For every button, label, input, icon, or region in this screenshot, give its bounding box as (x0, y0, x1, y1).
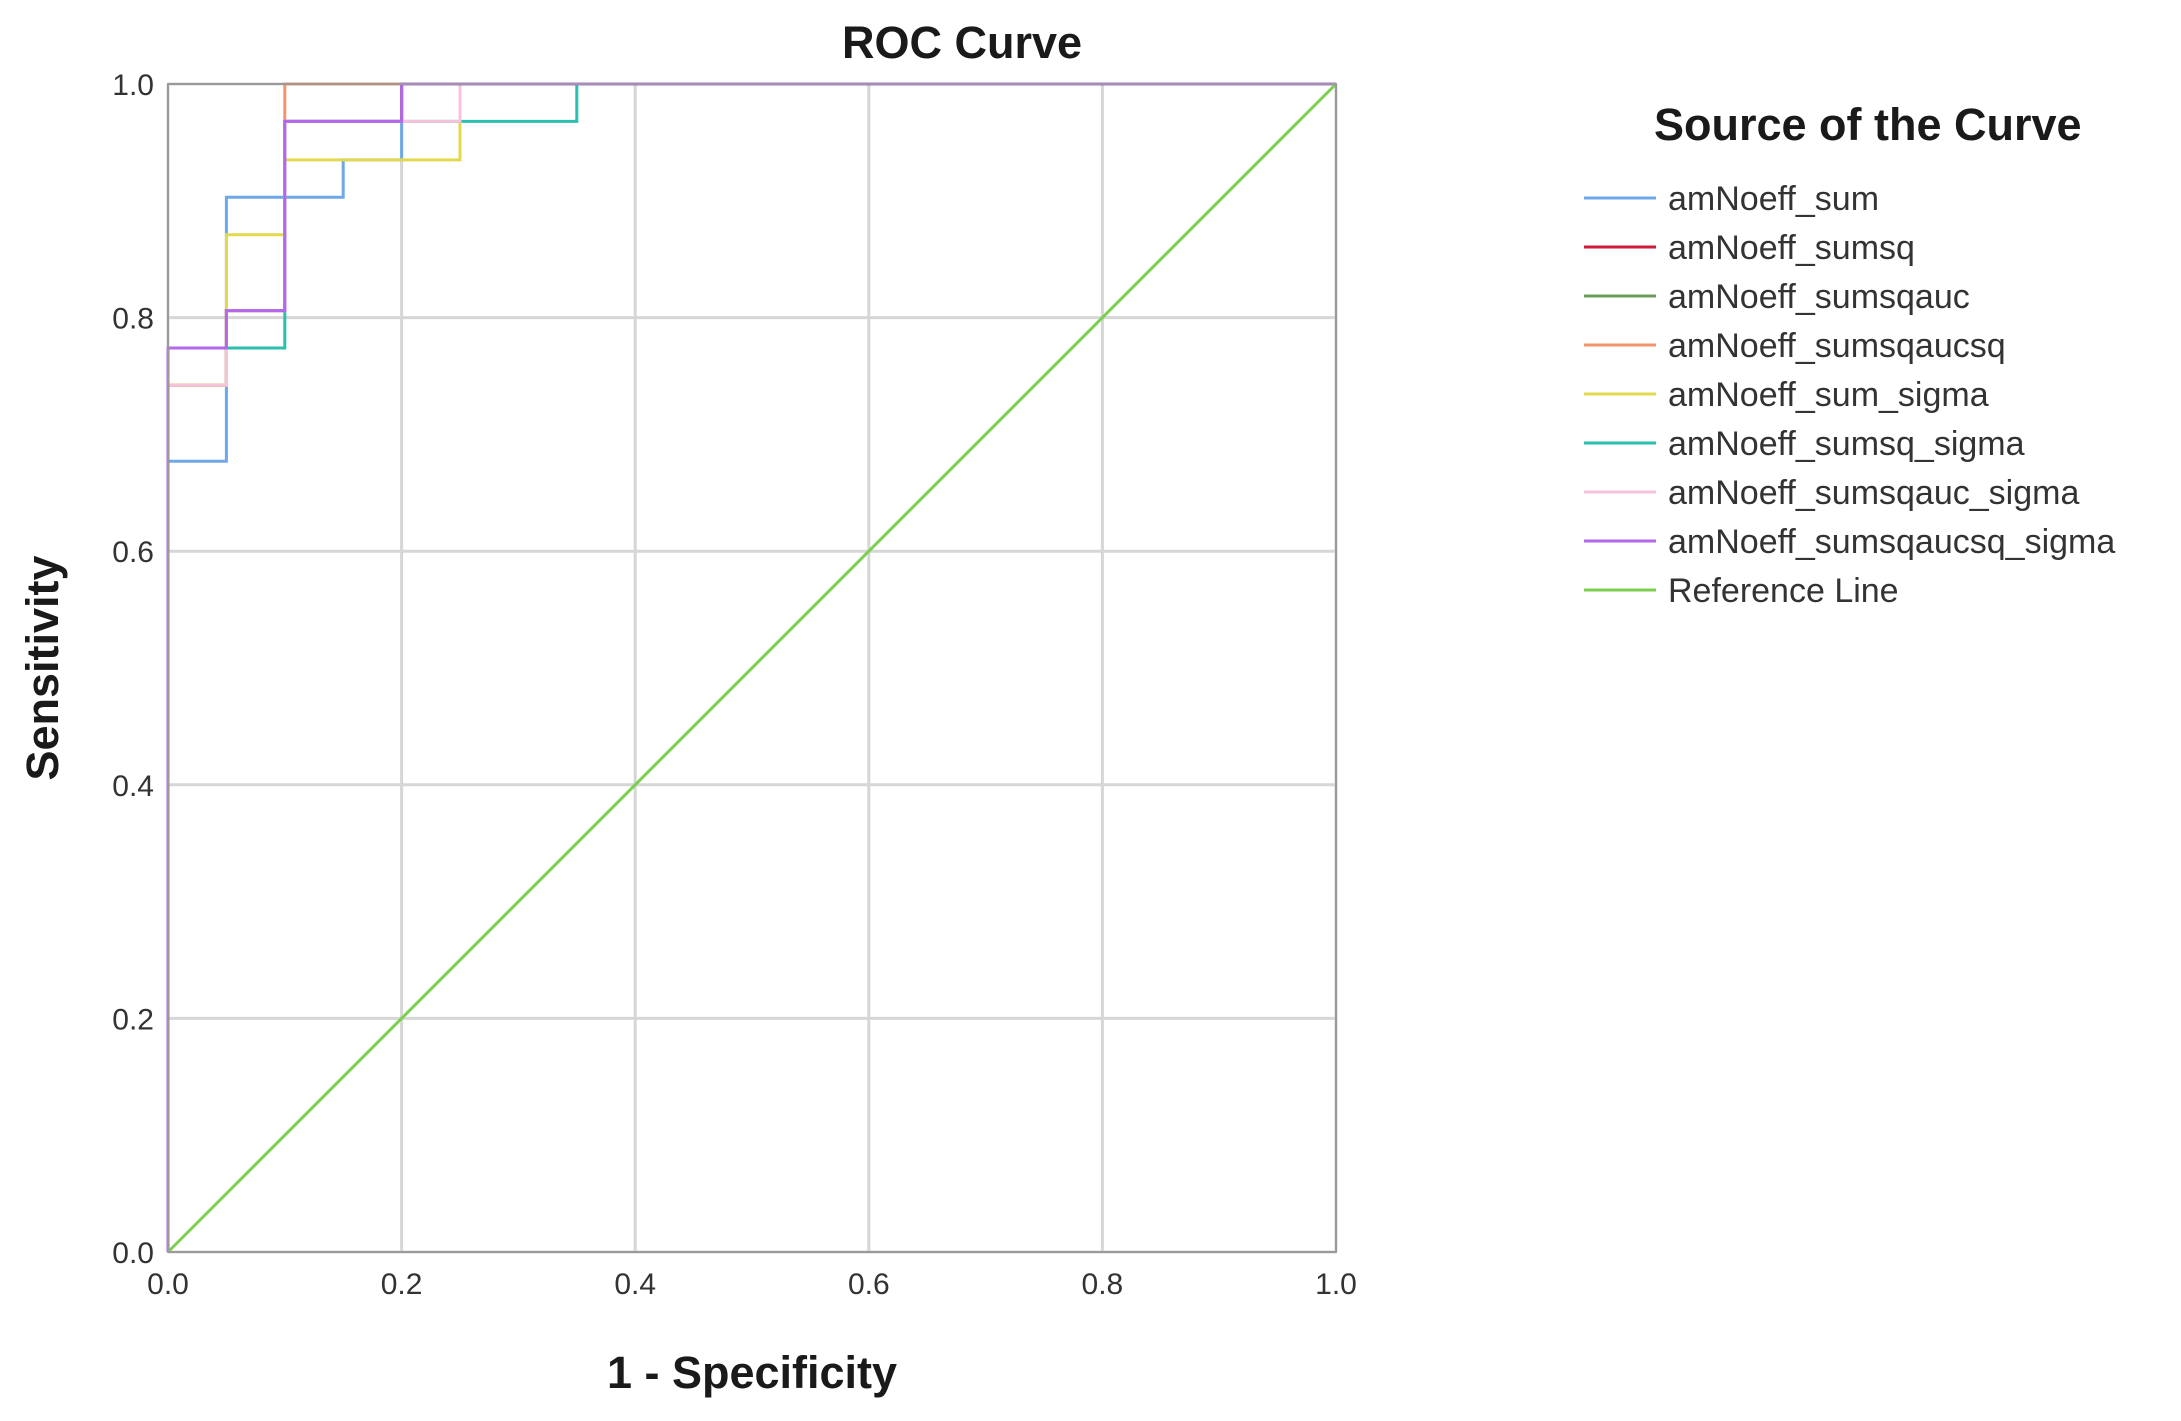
y-axis-title: Sensitivity (17, 555, 68, 780)
series-line-reference-line (166, 82, 1338, 1254)
series-line-amnoeff-sumsqaucsq-sigma (166, 82, 1336, 1252)
legend-label: amNoeff_sumsq (1668, 229, 1915, 267)
legend-label: amNoeff_sumsqauc_sigma (1668, 474, 2079, 512)
y-tick-label: 0.0 (112, 1237, 154, 1270)
legend-item: amNoeff_sumsqaucsq_sigma (1584, 523, 2115, 561)
legend-item: amNoeff_sumsqaucsq (1584, 327, 2006, 365)
x-tick-label: 0.2 (381, 1268, 423, 1301)
legend-item: amNoeff_sumsqauc (1584, 278, 1970, 316)
x-axis-title: 1 - Specificity (607, 1347, 897, 1398)
y-tick-label: 0.2 (112, 1003, 154, 1036)
legend-label: amNoeff_sumsqauc (1668, 278, 1970, 316)
legend-items: amNoeff_sum amNoeff_sumsq amNoeff_sumsqauc… (1584, 180, 2115, 610)
legend-item: amNoeff_sumsqauc_sigma (1584, 474, 2079, 512)
y-tick-label: 0.8 (112, 303, 154, 336)
y-tick-label: 1.0 (112, 69, 154, 102)
tick-layer: 0.0 0.2 0.4 0.6 0.8 1.0 0.0 0.2 0.4 0.6 0.8 1.0 (112, 69, 1357, 1301)
y-tick-label: 0.4 (112, 770, 154, 803)
x-tick-label: 0.8 (1082, 1268, 1124, 1301)
x-tick-label: 0.4 (614, 1268, 656, 1301)
x-tick-label: 1.0 (1315, 1268, 1357, 1301)
legend-item: Reference Line (1584, 572, 1899, 610)
legend-title: Source of the Curve (1654, 99, 2082, 150)
chart-title: ROC Curve (842, 17, 1082, 68)
legend-item: amNoeff_sum_sigma (1584, 376, 1989, 414)
legend-item: amNoeff_sum (1584, 180, 1879, 218)
y-tick-label: 0.6 (112, 536, 154, 569)
legend-item: amNoeff_sumsq_sigma (1584, 425, 2025, 463)
series-layer (166, 82, 1338, 1254)
legend-label: Reference Line (1668, 572, 1899, 610)
legend-label: amNoeff_sumsq_sigma (1668, 425, 2025, 463)
x-tick-label: 0.6 (848, 1268, 890, 1301)
plot-frame (167, 83, 1337, 1253)
x-tick-label: 0.0 (147, 1268, 189, 1301)
legend-label: amNoeff_sumsqaucsq_sigma (1668, 523, 2115, 561)
legend: Source of the Curve amNoeff_sumamNoeff_s… (1584, 99, 2115, 610)
legend-label: amNoeff_sum (1668, 180, 1879, 218)
legend-label: amNoeff_sumsqaucsq (1668, 327, 2006, 365)
legend-label: amNoeff_sum_sigma (1668, 376, 1989, 414)
legend-item: amNoeff_sumsq (1584, 229, 1915, 267)
